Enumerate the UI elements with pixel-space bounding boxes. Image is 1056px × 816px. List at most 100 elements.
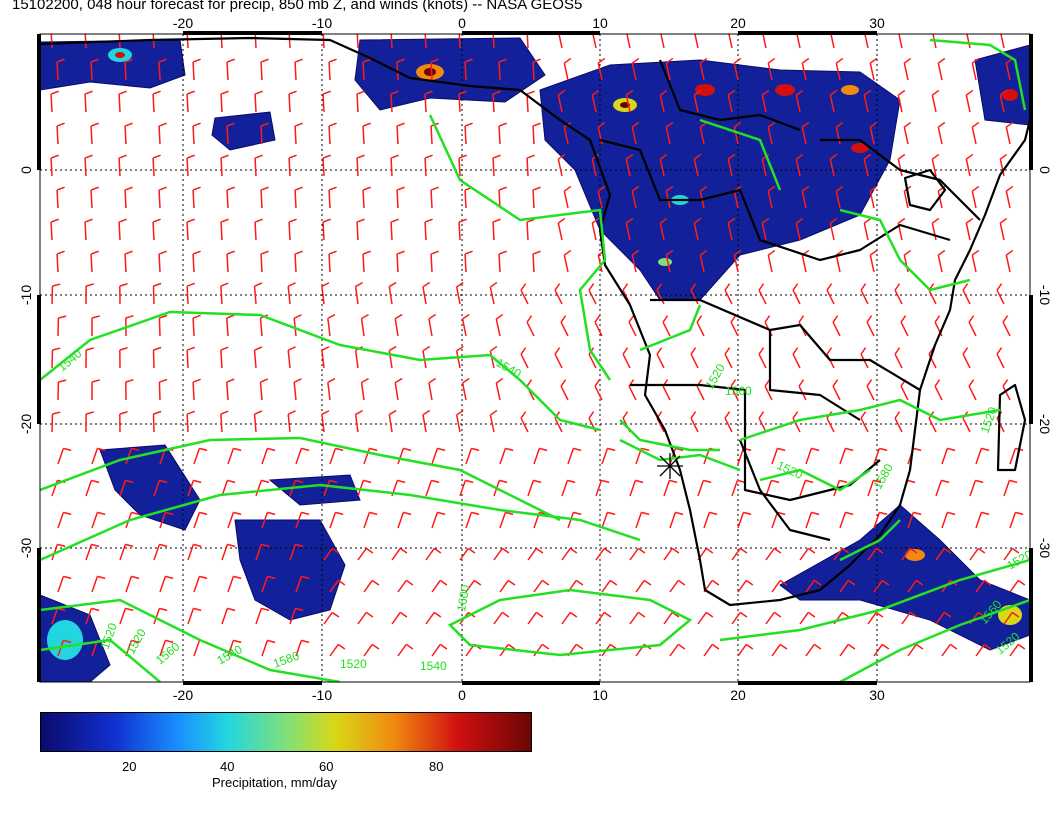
wind-barb [430, 250, 439, 273]
lon-tick-top: -20 [173, 15, 193, 31]
wind-barb [357, 611, 374, 625]
wind-barb [57, 379, 67, 401]
contour-label: 1540 [215, 642, 245, 668]
wind-barb [360, 377, 369, 401]
wind-barb [253, 282, 263, 305]
wind-barb [520, 411, 529, 433]
contour-label: 1540 [494, 355, 524, 381]
wind-barb [255, 479, 270, 497]
wind-barb [975, 511, 990, 529]
wind-barb [455, 281, 464, 305]
wind-barb [498, 250, 507, 273]
wind-barb [390, 218, 399, 241]
wind-barb [659, 217, 668, 241]
wind-barb [595, 611, 612, 625]
precipitation-field [40, 37, 1030, 682]
wind-barb [765, 479, 780, 497]
wind-barb [499, 579, 516, 593]
wind-barb [431, 447, 446, 465]
wind-barb [724, 347, 733, 369]
wind-barb [669, 643, 686, 657]
wind-barb [662, 379, 671, 401]
wind-barb [153, 607, 168, 625]
wind-barb [455, 345, 464, 369]
wind-barb [458, 218, 467, 241]
wind-barb [363, 511, 378, 529]
wind-barb [724, 283, 733, 305]
wind-barb [941, 511, 956, 529]
wind-barb [727, 89, 736, 113]
wind-barb [631, 249, 640, 273]
wind-barb [937, 121, 946, 145]
wind-barb [941, 643, 958, 657]
wind-barb [867, 611, 884, 625]
wind-barb [294, 186, 303, 209]
wind-barb [801, 185, 810, 209]
wind-barb [601, 447, 616, 465]
wind-barb [493, 547, 510, 561]
wind-barb [362, 122, 371, 145]
wind-barb [792, 411, 801, 433]
wind-barb [601, 511, 616, 529]
wind-barb [356, 90, 365, 113]
wind-barb [186, 218, 195, 241]
wind-barb [835, 249, 844, 273]
wind-barb [839, 447, 854, 465]
wind-barb [220, 154, 229, 177]
wind-barb [289, 543, 304, 561]
wind-barb [51, 347, 61, 369]
wind-barb [631, 185, 640, 209]
wind-barb [91, 379, 100, 401]
wind-barb [253, 346, 263, 369]
lat-tick-right: -20 [1037, 414, 1053, 434]
wind-barb [220, 90, 229, 113]
wind-barb [287, 410, 296, 433]
wind-barb [533, 643, 550, 657]
wind-barb [428, 313, 437, 337]
wind-barb [835, 57, 844, 81]
wind-barb [873, 511, 888, 529]
wind-barb [227, 447, 242, 465]
wind-barb [792, 283, 801, 305]
wind-barb [1009, 643, 1026, 657]
wind-barb [125, 447, 140, 465]
wind-barb [829, 89, 838, 113]
precip-patch-congo [539, 59, 901, 301]
lon-tick-bottom: 0 [458, 687, 466, 703]
wind-barb [873, 579, 890, 593]
wind-barb [91, 575, 106, 593]
wind-barb [186, 282, 195, 305]
wind-barb [56, 186, 65, 209]
contour-label: 1520 [123, 626, 149, 656]
wind-barb [860, 347, 869, 369]
wind-barb [694, 34, 699, 49]
wind-barb [187, 607, 202, 625]
lat-tick-left: -20 [18, 414, 34, 434]
wind-barb [567, 511, 582, 529]
wind-barb [968, 379, 977, 401]
wind-barb [532, 186, 541, 209]
wind-barb [260, 58, 269, 81]
wind-barb [464, 122, 473, 145]
wind-barb [186, 346, 195, 369]
wind-barb [362, 186, 371, 209]
wind-barb [931, 153, 940, 177]
wind-barb [152, 90, 161, 113]
axis-tick-labels: -20 -20 -10 -10 0 0 10 10 20 20 30 30 0 0 -10 -10 -20 -20… [18, 15, 1053, 703]
wind-barb [697, 611, 714, 625]
wind-barb [390, 34, 393, 49]
wind-barb [527, 547, 544, 561]
wind-barb [186, 90, 195, 113]
lon-tick-top: 10 [592, 15, 608, 31]
wind-barb [489, 345, 498, 369]
height-contours [40, 38, 1030, 682]
wind-barb [758, 283, 767, 305]
wind-barb [152, 282, 162, 305]
wind-barb [894, 411, 903, 433]
wind-barb [626, 34, 631, 49]
wind-barb [260, 186, 269, 209]
wind-barb [595, 479, 610, 497]
wind-barb [459, 547, 476, 561]
lat-tick-right: -10 [1037, 285, 1053, 305]
wind-barb [971, 121, 980, 145]
